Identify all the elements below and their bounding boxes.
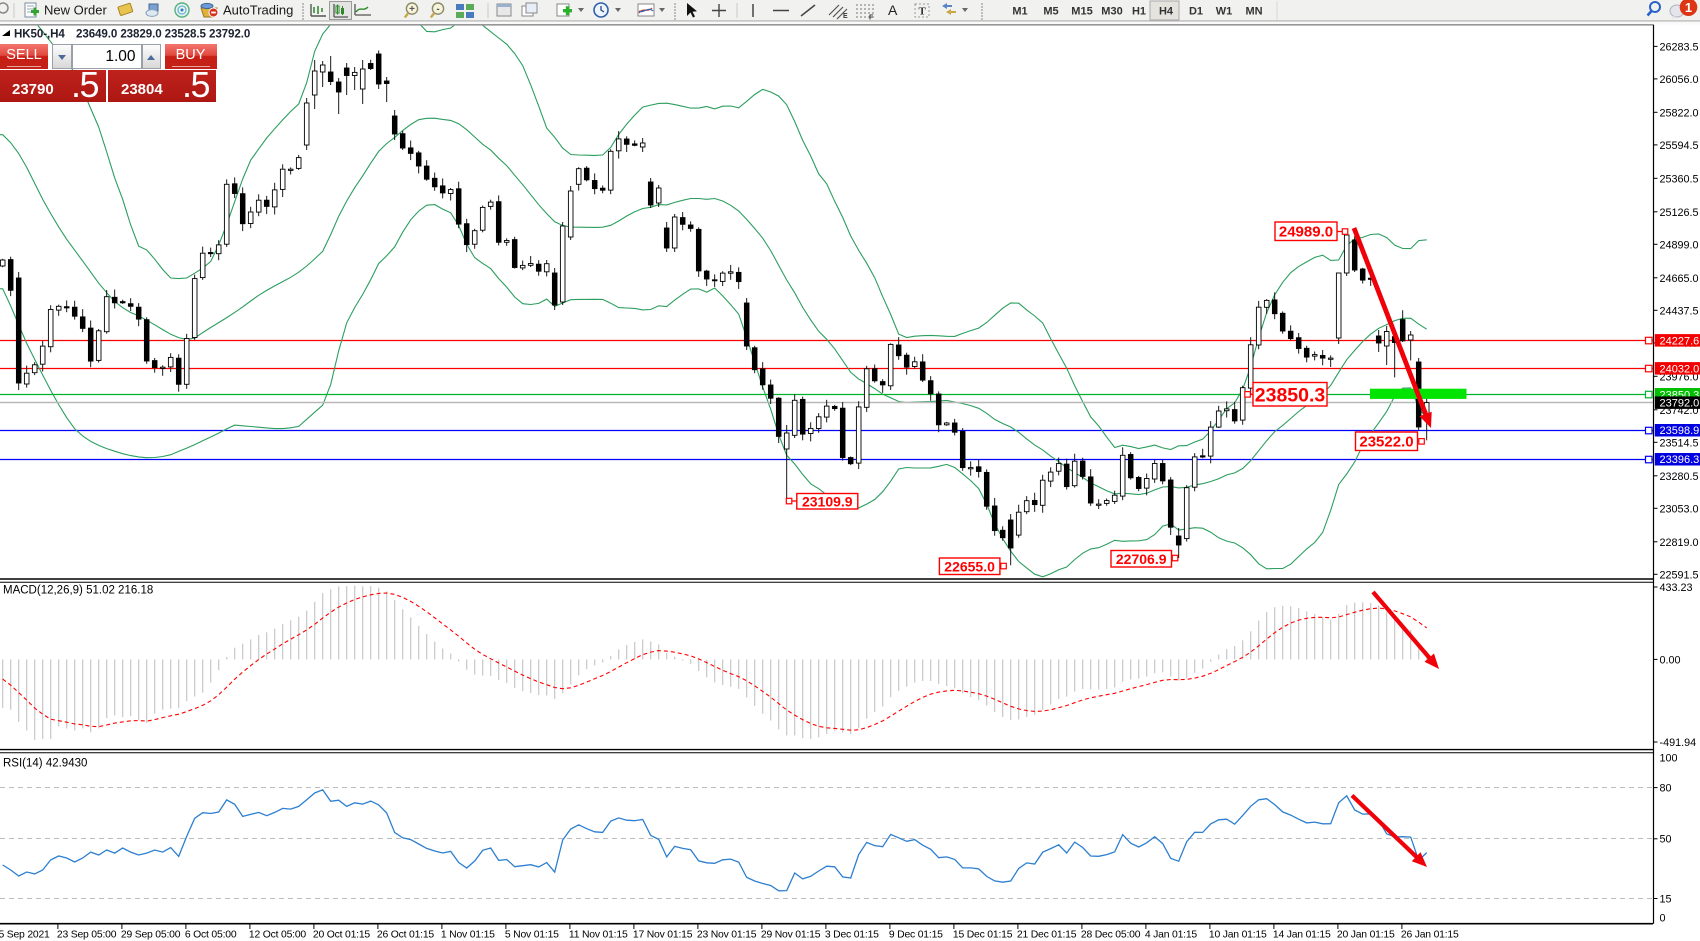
svg-text:23514.5: 23514.5 <box>1660 437 1699 449</box>
svg-text:23649.0 23829.0 23528.5 23792.: 23649.0 23829.0 23528.5 23792.0 <box>76 28 250 41</box>
svg-text:9 Dec 01:15: 9 Dec 01:15 <box>889 930 943 941</box>
svg-text:433.23: 433.23 <box>1660 582 1693 594</box>
svg-text:5 Nov 01:15: 5 Nov 01:15 <box>505 930 559 941</box>
svg-text:H1: H1 <box>1132 6 1146 18</box>
svg-text:4 Jan 01:15: 4 Jan 01:15 <box>1145 930 1198 941</box>
svg-text:D1: D1 <box>1189 6 1203 18</box>
svg-text:25126.5: 25126.5 <box>1660 207 1699 219</box>
svg-text:New Order: New Order <box>44 3 108 18</box>
svg-text:80: 80 <box>1660 783 1672 795</box>
svg-text:23850.3: 23850.3 <box>1255 384 1326 406</box>
svg-text:0.00: 0.00 <box>1660 654 1681 666</box>
svg-text:25360.5: 25360.5 <box>1660 173 1699 185</box>
svg-text:23280.5: 23280.5 <box>1660 471 1699 483</box>
svg-text:29 Sep 05:00: 29 Sep 05:00 <box>121 930 181 941</box>
svg-text:H4: H4 <box>1159 6 1174 18</box>
svg-text:-: - <box>436 4 439 15</box>
svg-text:20 Oct 01:15: 20 Oct 01:15 <box>313 930 371 941</box>
svg-text:+: + <box>409 4 415 15</box>
svg-text:22819.0: 22819.0 <box>1660 537 1699 549</box>
svg-text:23396.3: 23396.3 <box>1660 454 1700 466</box>
svg-text:24437.5: 24437.5 <box>1660 305 1699 317</box>
svg-text:22706.9: 22706.9 <box>1116 551 1167 567</box>
svg-text:0: 0 <box>1660 913 1666 925</box>
svg-text:MN: MN <box>1245 6 1262 18</box>
svg-text:11 Nov 01:15: 11 Nov 01:15 <box>569 930 628 941</box>
svg-text:23598.9: 23598.9 <box>1660 425 1700 437</box>
svg-text:T: T <box>919 6 927 18</box>
svg-text:HK50-,H4: HK50-,H4 <box>14 28 65 41</box>
svg-text:M1: M1 <box>1012 6 1027 18</box>
svg-text:15 Dec 01:15: 15 Dec 01:15 <box>953 930 1013 941</box>
svg-text:23522.0: 23522.0 <box>1359 434 1413 451</box>
svg-text:17 Nov 01:15: 17 Nov 01:15 <box>633 930 693 941</box>
svg-text:RSI(14) 42.9430: RSI(14) 42.9430 <box>3 758 87 770</box>
svg-text:10 Jan 01:15: 10 Jan 01:15 <box>1209 930 1267 941</box>
svg-text:12 Oct 05:00: 12 Oct 05:00 <box>249 930 307 941</box>
svg-text:22655.0: 22655.0 <box>944 558 995 574</box>
svg-text:14 Jan 01:15: 14 Jan 01:15 <box>1273 930 1331 941</box>
svg-text:1: 1 <box>1685 0 1692 15</box>
svg-text:26 Jan 01:15: 26 Jan 01:15 <box>1401 930 1459 941</box>
svg-text:1 Nov 01:15: 1 Nov 01:15 <box>441 930 495 941</box>
svg-text:24665.0: 24665.0 <box>1660 273 1699 285</box>
svg-text:F: F <box>869 15 874 22</box>
svg-text:25594.5: 25594.5 <box>1660 140 1699 152</box>
svg-text:24989.0: 24989.0 <box>1279 224 1333 241</box>
svg-text:3 Dec 01:15: 3 Dec 01:15 <box>825 930 879 941</box>
svg-text:24899.0: 24899.0 <box>1660 239 1699 251</box>
svg-text:6 Oct 05:00: 6 Oct 05:00 <box>185 930 237 941</box>
svg-text:22591.5: 22591.5 <box>1660 569 1699 581</box>
svg-text:E: E <box>843 13 848 20</box>
svg-text:15: 15 <box>1660 893 1672 905</box>
svg-text:28 Dec 05:00: 28 Dec 05:00 <box>1081 930 1141 941</box>
svg-text:23053.0: 23053.0 <box>1660 503 1699 515</box>
svg-text:21 Dec 01:15: 21 Dec 01:15 <box>1017 930 1077 941</box>
svg-text:M5: M5 <box>1043 6 1058 18</box>
svg-text:MACD(12,26,9) 51.02 216.18: MACD(12,26,9) 51.02 216.18 <box>3 585 153 597</box>
svg-text:26056.0: 26056.0 <box>1660 74 1699 86</box>
svg-text:23109.9: 23109.9 <box>802 493 853 509</box>
svg-text:23792.0: 23792.0 <box>1660 398 1700 410</box>
svg-text:26 Oct 01:15: 26 Oct 01:15 <box>377 930 435 941</box>
svg-text:26283.5: 26283.5 <box>1660 41 1699 53</box>
svg-text:AutoTrading: AutoTrading <box>223 3 293 18</box>
svg-text:20 Jan 01:15: 20 Jan 01:15 <box>1337 930 1395 941</box>
svg-text:M15: M15 <box>1071 6 1092 18</box>
svg-text:A: A <box>888 2 898 18</box>
svg-text:100: 100 <box>1660 753 1678 765</box>
svg-text:23 Sep 05:00: 23 Sep 05:00 <box>57 930 117 941</box>
svg-text:24032.0: 24032.0 <box>1660 363 1700 375</box>
svg-text:29 Nov 01:15: 29 Nov 01:15 <box>761 930 821 941</box>
svg-text:23 Nov 01:15: 23 Nov 01:15 <box>697 930 757 941</box>
svg-text:W1: W1 <box>1216 6 1233 18</box>
svg-text:25822.0: 25822.0 <box>1660 107 1699 119</box>
svg-text:15 Sep 2021: 15 Sep 2021 <box>0 930 50 941</box>
svg-text:M30: M30 <box>1101 6 1122 18</box>
svg-text:-491.94: -491.94 <box>1660 737 1697 749</box>
svg-text:50: 50 <box>1660 834 1672 846</box>
svg-text:24227.6: 24227.6 <box>1660 335 1700 347</box>
